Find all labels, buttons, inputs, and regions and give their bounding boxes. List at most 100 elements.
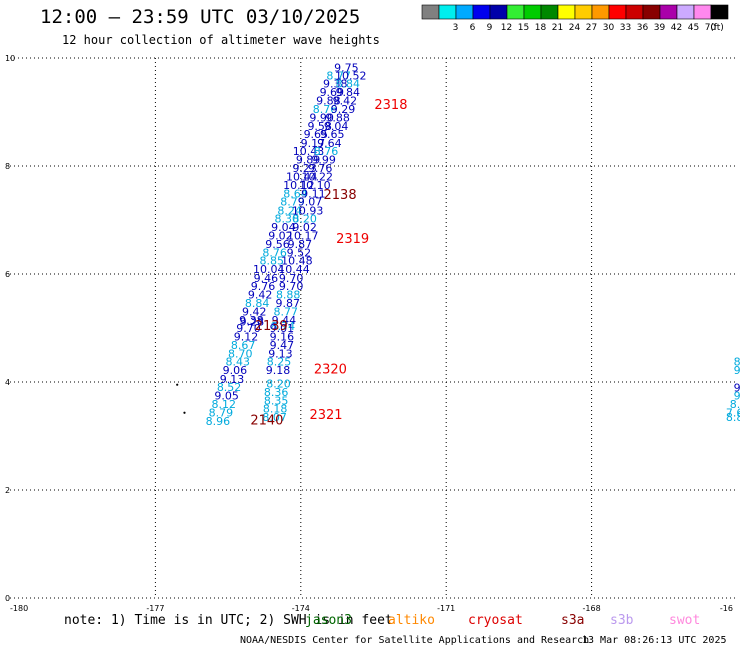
wave-height-value: 9.11 [301,188,326,201]
wave-height-value: 8.79 [280,196,305,209]
wave-height-value: 9.99 [311,154,336,167]
wave-height-value: 9.70 [279,280,304,293]
time-annotations: 2318 2138 2319 2139 2320 2321 2140 [250,98,407,428]
color-scale-legend: 3 6 9 12 15 18 21 24 27 30 33 36 39 42 45 70(ft) [421,4,729,33]
color-scale-label: 9 [487,23,493,33]
wave-height-value: 9.02 [292,221,317,234]
color-scale-label: 21 [552,23,563,33]
wave-height-value: 8.77 [326,69,351,82]
wave-height-value: 8.67 [231,339,256,352]
wave-height-value: 9.88 [316,95,341,108]
wave-height-value: 9.05 [214,390,239,403]
wave-height-value: 8.70 [228,347,253,360]
wave-height-value: 8.30 [274,212,299,225]
wave-height-value: 8.79 [209,406,234,419]
track-dot [183,411,186,414]
wave-height-value: 8.25 [267,356,292,369]
color-scale-label: 70 [705,23,717,33]
color-scale-label: 3 [453,23,459,33]
wave-height-value: 9.58 [307,120,332,133]
y-tick-label: 8 [5,162,10,171]
wave-height-value: 9.16 [270,331,295,344]
wave-height-value: 8.88 [276,289,301,302]
wave-height-value: 9.89 [296,154,321,167]
wave-height-value: 9.87 [288,238,313,251]
wave-height-value: 8.96 [206,415,231,428]
wave-height-value: 9.01 [270,322,295,335]
x-tick-label: -174 [292,604,310,612]
wave-height-value: 8.84 [245,297,270,310]
color-scale-label: 30 [603,23,615,33]
satellite-legend-jason3: jason3 [305,613,352,628]
wave-height-value: 10.22 [302,170,334,183]
wave-height-value: 9.47 [270,339,295,352]
time-annotation: 2318 [374,98,407,113]
footer: note: 1) Time is in UTC; 2) SWH is in fe… [0,612,740,650]
edge-value: 7.6 [726,406,740,419]
wave-height-value: 8.35 [264,394,289,407]
wave-height-value: 10.93 [292,204,324,217]
x-tick-label: -180 [10,604,28,612]
footer-note: note: 1) Time is in UTC; 2) SWH is in fe… [64,613,393,628]
y-tick-label: 6 [5,270,10,279]
x-tick-label: -16 [720,604,733,612]
wave-height-value: 9.56 [265,238,290,251]
wave-height-value: 9.87 [275,297,300,310]
edge-value: 8 [734,356,740,369]
wave-height-value: 9.04 [324,120,349,133]
wave-height-value: 9.23 [292,162,317,175]
timestamp-text: 13 Mar 08:26:13 UTC 2025 [582,635,727,646]
credit-text: NOAA/NESDIS Center for Satellite Applica… [240,635,590,646]
satellite-legend-altiko: altiko [388,613,435,628]
wave-height-value: 8.76 [313,103,338,116]
wave-height-value: 8.43 [226,356,251,369]
wave-height-value: 8.24 [277,204,302,217]
y-tick-label: 2 [5,486,10,495]
wave-height-value: 9.69 [320,86,345,99]
wave-height-value: 9.04 [271,221,296,234]
wave-height-value: 10.17 [287,230,319,243]
wave-height-value: 9.13 [268,347,293,360]
wave-height-value: 9.18 [266,364,291,377]
x-tick-label: -171 [437,604,455,612]
wave-height-value: 10.48 [281,255,313,268]
color-scale-unit: (ft) [710,23,724,33]
wave-height-value: 8.64 [283,188,308,201]
wave-height-value: 9.64 [317,137,342,150]
wave-height-value: 9.38 [323,77,348,90]
wave-height-value: 8.74 [271,320,296,333]
color-scale-label: 27 [586,23,597,33]
wave-height-value: 9.76 [308,162,333,175]
time-annotation: 2138 [324,188,357,203]
wave-height-value: 9.44 [272,314,297,327]
wave-height-value: 9.46 [254,272,279,285]
wave-height-value: 8.84 [336,77,361,90]
color-scale-label: 12 [501,23,512,33]
track-dot [176,383,179,386]
wave-height-value: 9.42 [242,305,267,318]
time-annotation: 2320 [314,363,347,378]
wave-height-value: 10.12 [283,179,315,192]
wave-height-value: 9.13 [220,373,245,386]
edge-value: 9 [734,364,740,377]
wave-height-value: 8.76 [262,246,287,259]
wave-height-value: 8.76 [314,145,339,158]
time-annotation: 2319 [336,232,369,247]
wave-height-value: 9.06 [223,364,248,377]
wave-height-value: 8.20 [266,378,291,391]
time-annotation: 2321 [309,408,342,423]
wave-height-value: 9.70 [236,322,261,335]
x-tick-label: -168 [583,604,601,612]
grid-lines [10,57,737,599]
edge-value: 9 [734,381,740,394]
x-tick-label: -177 [146,604,164,612]
wave-height-value: 10.44 [278,263,310,276]
wave-height-value: 9.90 [309,111,334,124]
satellite-legend-s3a: s3a [561,613,585,628]
wave-height-value: 8.85 [259,255,284,268]
axis-tick-labels: -180 -177 -174 -171 -168 -16 0 2 4 6 8 10 [5,54,733,612]
color-scale-label: 24 [569,23,581,33]
wave-height-value: 8.12 [211,398,236,411]
